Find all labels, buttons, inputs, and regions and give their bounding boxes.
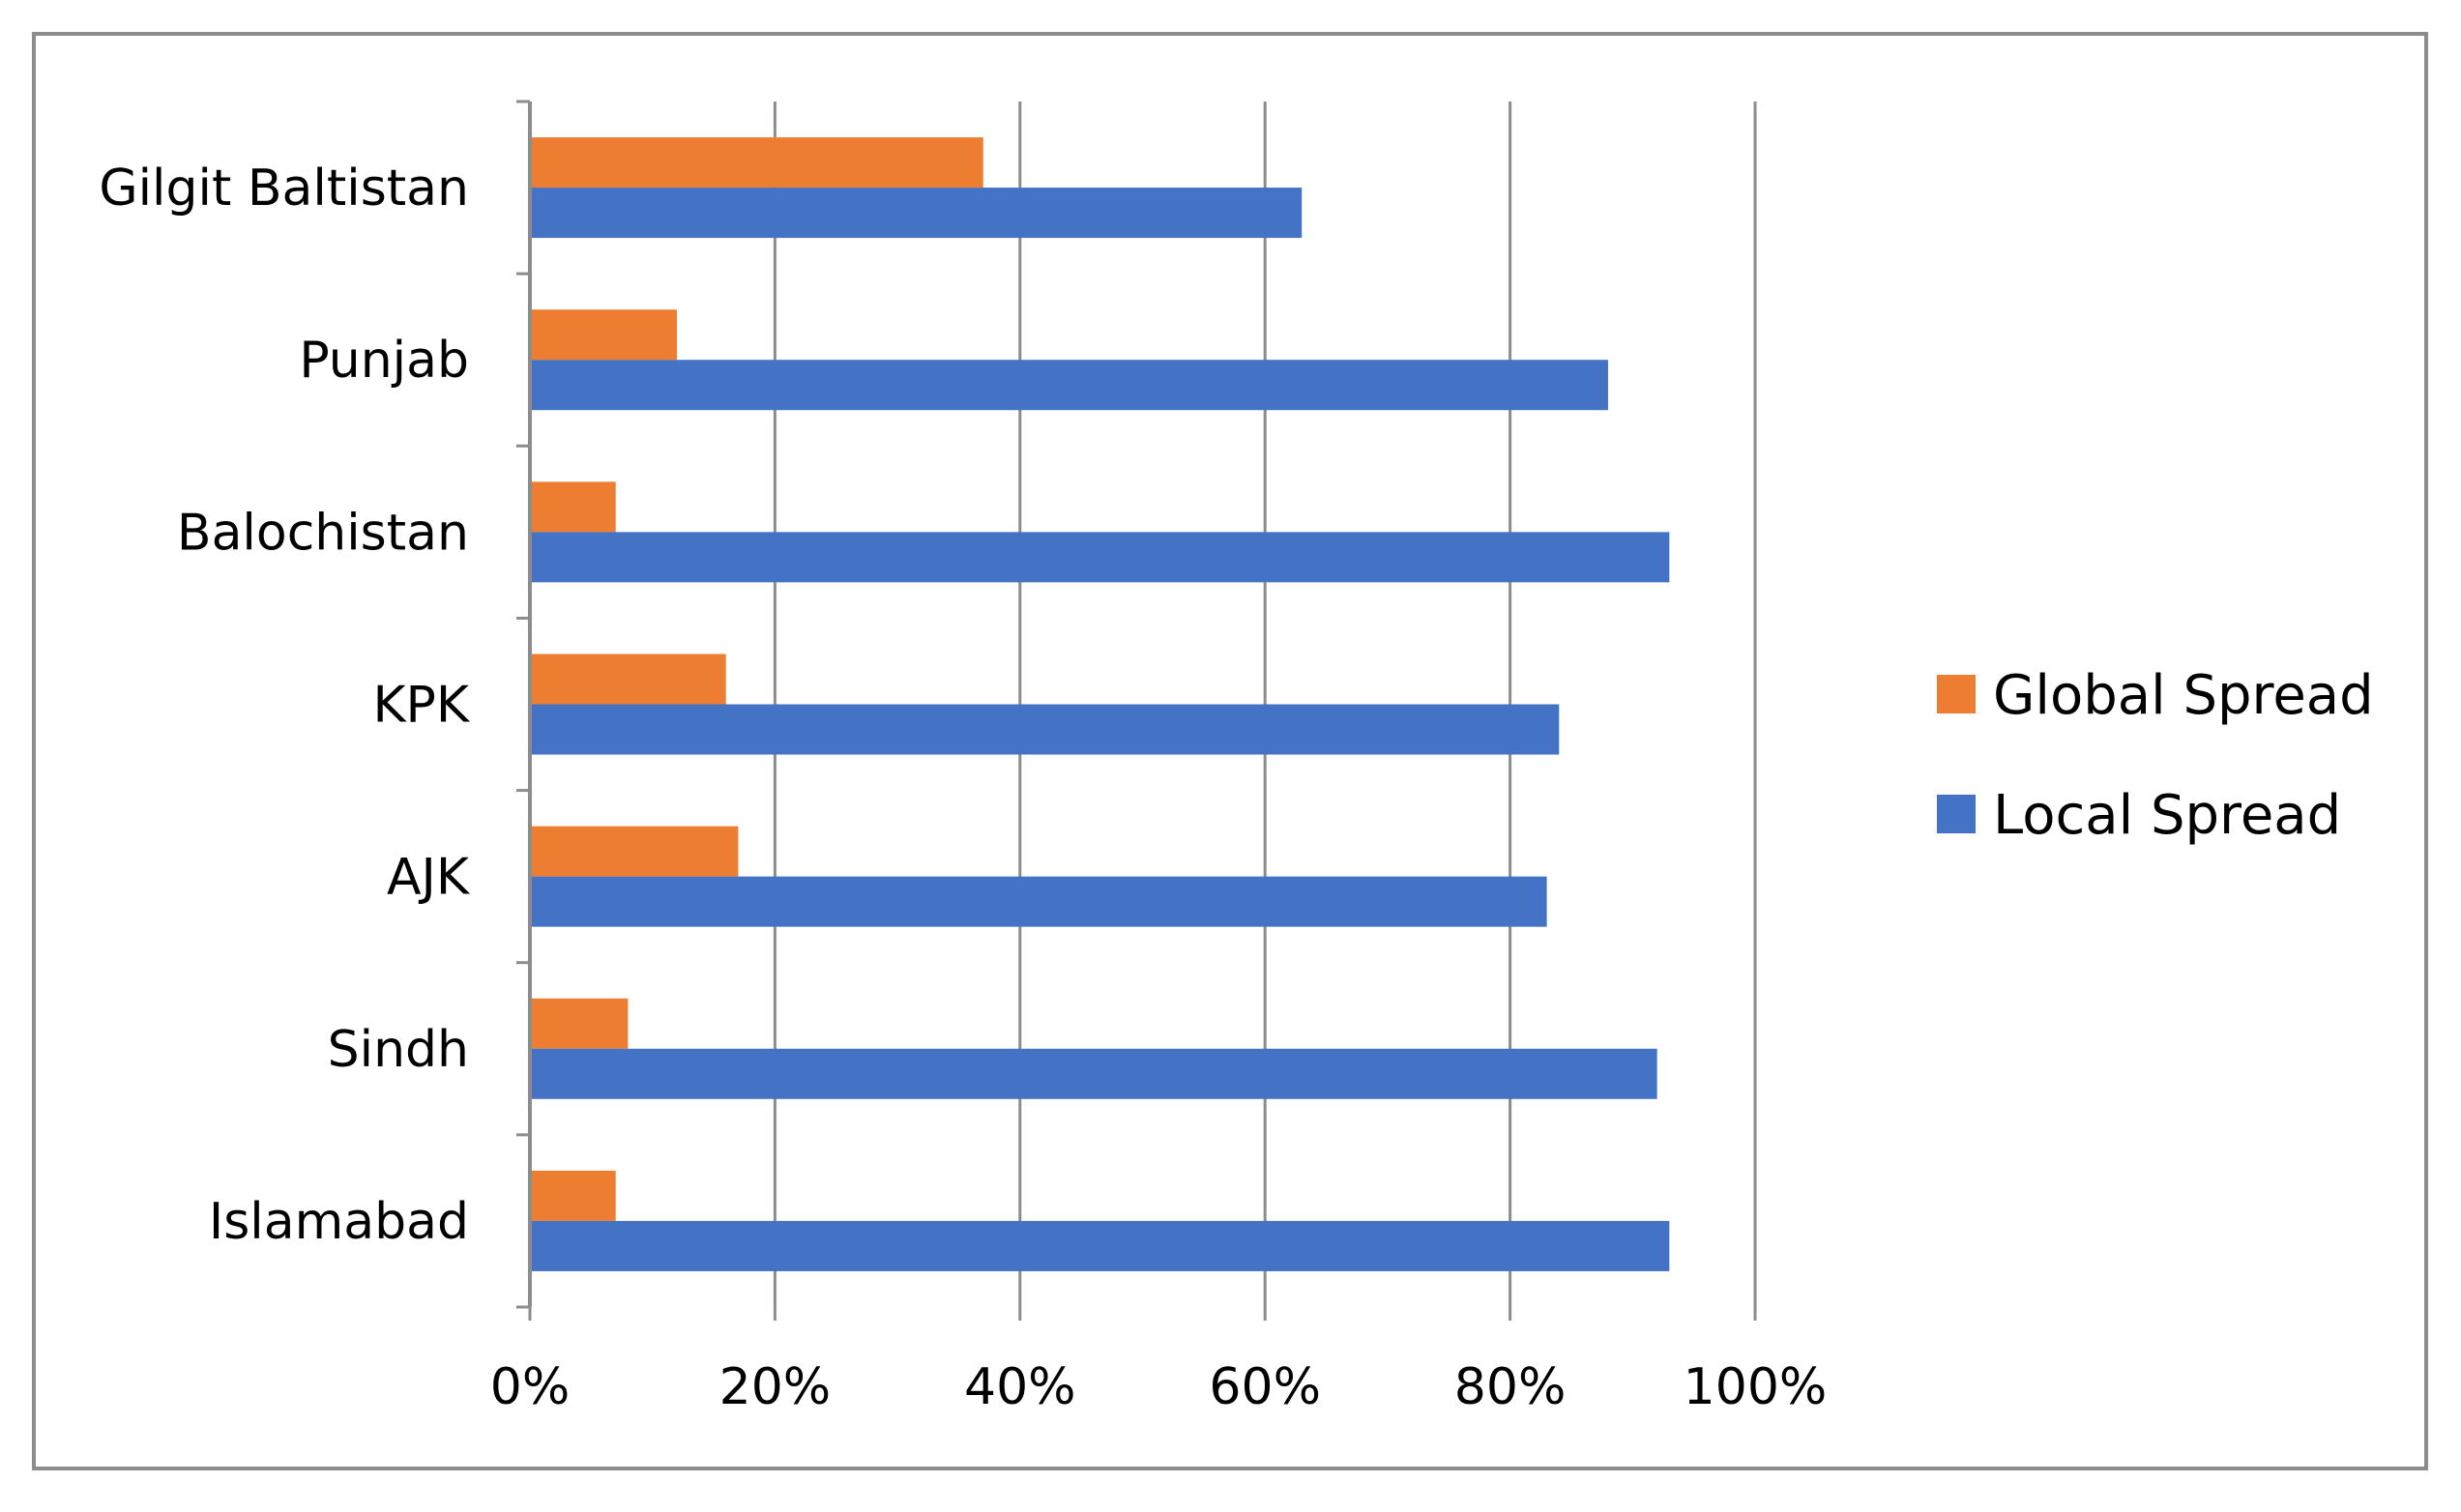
y-category-label: Balochistan <box>177 504 469 562</box>
bar-global-spread-gilgit-baltistan <box>530 137 983 189</box>
bar-local-spread-punjab <box>530 360 1608 411</box>
bar-global-spread-kpk <box>530 654 726 705</box>
axis-labels: 0% 20% 40% 60% 80% 100% Gilgit Baltistan Punjab… <box>99 160 1827 1416</box>
y-category-label: Gilgit Baltistan <box>99 160 469 218</box>
axes <box>516 100 1757 1321</box>
x-tick-label: 40% <box>964 1358 1076 1416</box>
x-tick-label: 20% <box>719 1358 832 1416</box>
bar-local-spread-gilgit-baltistan <box>530 188 1303 239</box>
bar-global-spread-islamabad <box>530 1170 616 1221</box>
bar-local-spread-islamabad <box>530 1220 1670 1271</box>
x-tick-label: 80% <box>1454 1358 1567 1416</box>
legend-item-local-spread: Local Spread <box>1937 784 2341 847</box>
y-category-label: KPK <box>372 677 470 735</box>
x-tick-label: 60% <box>1209 1358 1321 1416</box>
bar-local-spread-ajk <box>530 876 1547 927</box>
y-category-label: Punjab <box>299 332 469 390</box>
bar-global-spread-sindh <box>530 998 629 1049</box>
x-tick-label: 0% <box>490 1358 571 1416</box>
x-tick-label: 100% <box>1684 1358 1828 1416</box>
legend-label: Local Spread <box>1993 784 2341 847</box>
legend-label: Global Spread <box>1993 664 2374 727</box>
legend-swatch <box>1937 795 1976 833</box>
bar-local-spread-sindh <box>530 1048 1657 1099</box>
legend-item-global-spread: Global Spread <box>1937 664 2374 727</box>
legend-swatch <box>1937 675 1976 713</box>
y-category-label: Islamabad <box>209 1193 469 1251</box>
y-category-label: Sindh <box>328 1021 469 1079</box>
bar-global-spread-punjab <box>530 309 678 361</box>
bar-global-spread-balochistan <box>530 481 616 533</box>
bar-local-spread-kpk <box>530 704 1560 755</box>
legend: Global Spread Local Spread <box>1937 664 2374 847</box>
y-category-label: AJK <box>387 849 471 907</box>
bar-global-spread-ajk <box>530 826 739 877</box>
bar-local-spread-balochistan <box>530 532 1670 583</box>
bars <box>530 137 1670 1271</box>
